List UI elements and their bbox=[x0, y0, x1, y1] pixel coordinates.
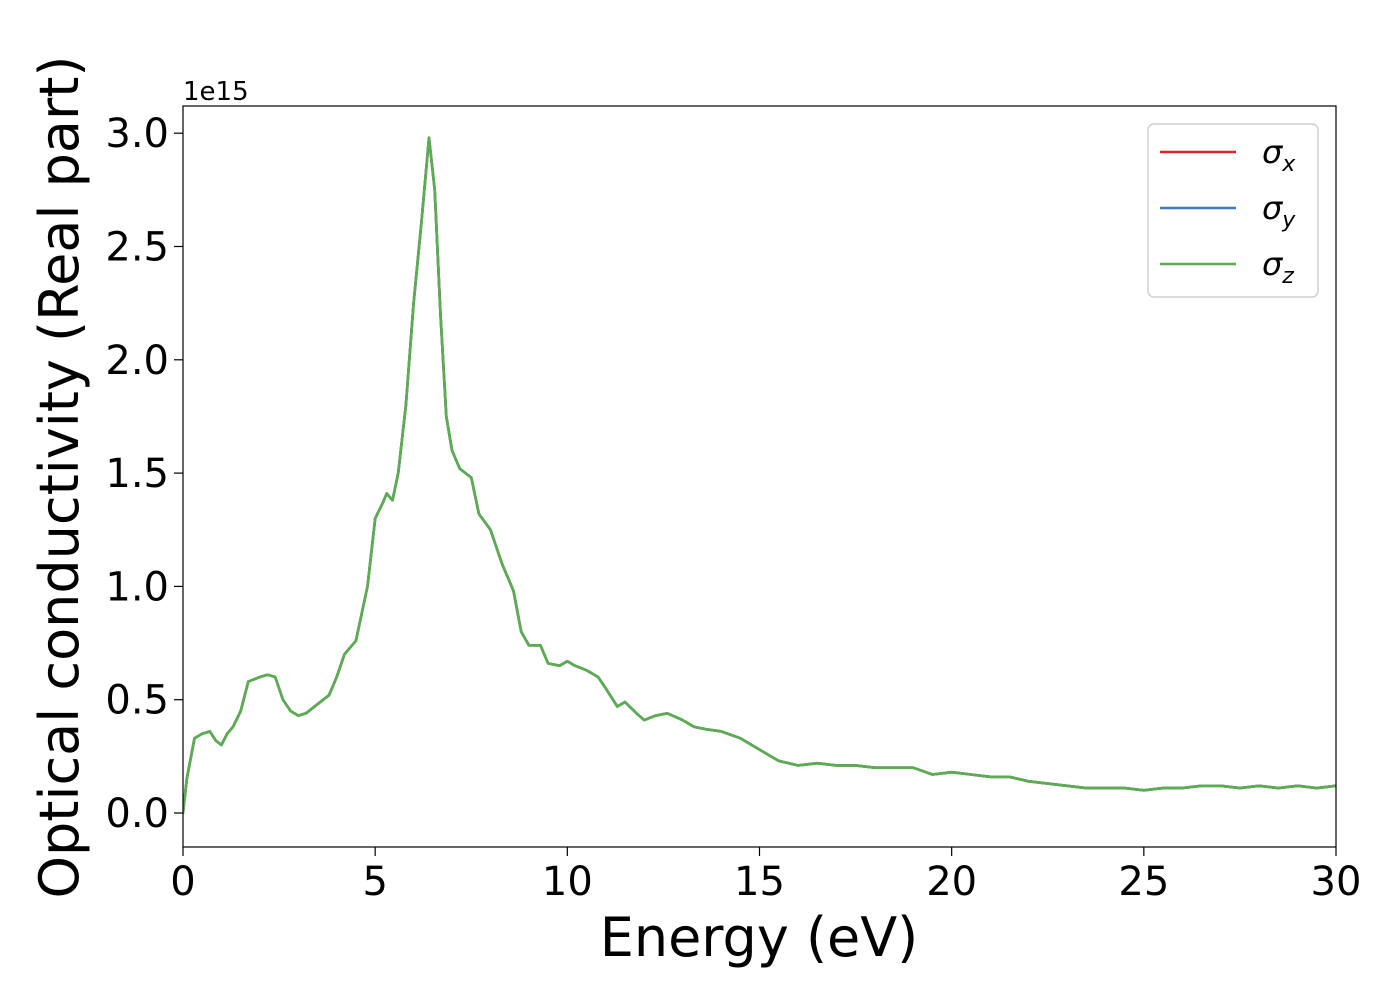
legend-label-x: σx bbox=[1262, 133, 1296, 177]
x-tick-label: 25 bbox=[1118, 859, 1169, 905]
legend-symbol: σ bbox=[1262, 245, 1284, 283]
x-axis-title: Energy (eV) bbox=[600, 906, 919, 969]
y-tick-label: 1.0 bbox=[105, 564, 169, 610]
legend-label-y: σy bbox=[1262, 189, 1296, 233]
plot-area bbox=[183, 106, 1336, 847]
legend-symbol: σ bbox=[1262, 133, 1284, 171]
x-axis: 0 5 10 15 20 25 30 bbox=[170, 847, 1361, 905]
y-axis: 0.0 0.5 1.0 1.5 2.0 2.5 3.0 bbox=[105, 111, 183, 837]
x-tick-label: 20 bbox=[926, 859, 977, 905]
x-tick-label: 30 bbox=[1311, 859, 1362, 905]
legend-label-z: σz bbox=[1262, 245, 1294, 289]
legend-subscript: x bbox=[1281, 152, 1296, 177]
x-tick-label: 0 bbox=[170, 859, 195, 905]
y-tick-label: 0.5 bbox=[105, 678, 169, 724]
x-tick-label: 5 bbox=[362, 859, 387, 905]
legend-subscript: y bbox=[1281, 208, 1296, 233]
x-tick-label: 10 bbox=[542, 859, 593, 905]
y-tick-label: 3.0 bbox=[105, 111, 169, 157]
y-axis-title: Optical conductivity (Real part) bbox=[28, 56, 91, 899]
y-tick-label: 2.5 bbox=[105, 224, 169, 270]
legend-subscript: z bbox=[1281, 264, 1294, 289]
legend-box bbox=[1147, 123, 1319, 298]
y-tick-label: 0.0 bbox=[105, 791, 169, 837]
y-tick-label: 2.0 bbox=[105, 338, 169, 384]
series-line-z bbox=[183, 136, 1336, 815]
y-offset-label: 1e15 bbox=[183, 77, 249, 107]
series-layer bbox=[183, 136, 1336, 815]
legend-symbol: σ bbox=[1262, 189, 1284, 227]
x-tick-label: 15 bbox=[734, 859, 785, 905]
y-tick-label: 1.5 bbox=[105, 451, 169, 497]
